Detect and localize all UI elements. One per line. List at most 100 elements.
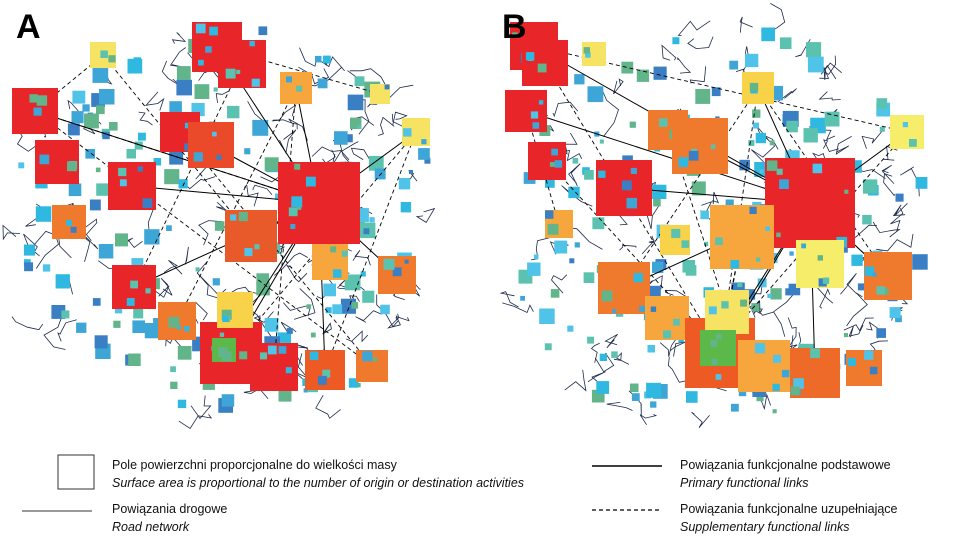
settlement <box>221 394 235 407</box>
settlement <box>264 157 279 172</box>
settlement <box>653 66 667 80</box>
road <box>499 291 519 308</box>
settlement <box>258 26 268 36</box>
settlement <box>239 351 248 360</box>
settlement <box>70 226 77 233</box>
settlement <box>130 280 138 289</box>
settlement <box>184 326 190 332</box>
road <box>2 224 21 241</box>
road <box>551 274 568 294</box>
settlement <box>369 217 375 223</box>
road <box>687 36 714 50</box>
settlement <box>601 290 613 302</box>
settlement <box>128 353 141 366</box>
settlement <box>244 148 251 155</box>
settlement <box>530 111 539 119</box>
settlement <box>24 262 33 272</box>
settlement <box>876 286 885 295</box>
settlement <box>368 155 384 171</box>
settlement <box>278 346 287 354</box>
settlement <box>520 295 525 301</box>
supplementary-link <box>176 87 297 322</box>
legend-subtitle: Surface area is proportional to the numb… <box>112 476 524 490</box>
settlement <box>876 98 888 109</box>
supplementary-link <box>133 63 243 288</box>
road <box>848 324 864 338</box>
settlement <box>71 111 84 124</box>
settlement <box>810 348 820 359</box>
road <box>322 322 332 335</box>
legend-title: Pole powierzchni proporcjonalne do wielk… <box>112 458 398 472</box>
settlement <box>142 198 153 208</box>
legend: Pole powierzchni proporcjonalne do wielk… <box>22 454 898 534</box>
settlement <box>770 288 782 300</box>
settlement <box>567 325 574 332</box>
settlement <box>574 74 585 85</box>
settlement <box>134 141 143 150</box>
road <box>346 330 369 343</box>
road <box>667 357 693 383</box>
road <box>689 66 706 84</box>
settlement <box>630 167 637 174</box>
settlement <box>333 269 342 278</box>
settlement <box>863 179 878 194</box>
settlement <box>18 162 25 169</box>
settlement <box>347 94 364 111</box>
settlement <box>177 399 187 409</box>
settlement <box>322 55 331 64</box>
settlement <box>195 23 206 34</box>
settlement <box>569 258 575 264</box>
settlement <box>198 59 204 66</box>
legend-subtitle: Primary functional links <box>680 476 809 490</box>
settlement <box>126 298 135 306</box>
settlement <box>773 354 781 363</box>
settlement <box>599 139 604 144</box>
settlement <box>790 386 800 396</box>
settlement <box>767 293 772 298</box>
settlement <box>806 42 822 58</box>
road <box>876 233 914 252</box>
settlement <box>738 388 747 397</box>
settlement <box>216 154 222 160</box>
settlement <box>323 283 336 297</box>
settlement <box>315 55 322 63</box>
settlement <box>695 89 711 104</box>
settlement <box>35 206 52 222</box>
settlement <box>99 89 115 105</box>
supplementary-link <box>179 131 373 367</box>
settlement <box>33 107 42 116</box>
settlement <box>756 257 761 262</box>
settlement <box>194 84 210 99</box>
settlement <box>549 162 555 167</box>
road <box>819 288 831 309</box>
settlement <box>862 214 872 225</box>
settlement <box>756 394 764 402</box>
settlement <box>672 37 680 45</box>
road <box>677 20 711 36</box>
settlement <box>527 262 541 276</box>
settlement <box>737 282 743 288</box>
road <box>568 163 581 187</box>
settlement <box>225 68 236 79</box>
settlement <box>169 150 184 165</box>
road <box>613 351 630 365</box>
settlement <box>118 167 127 177</box>
settlement <box>781 369 790 378</box>
settlement <box>525 52 535 61</box>
settlement <box>776 232 781 238</box>
settlement <box>812 163 823 174</box>
settlement <box>398 178 411 190</box>
settlement <box>652 184 667 199</box>
settlement <box>715 237 723 245</box>
settlement <box>538 100 544 105</box>
road <box>846 292 868 327</box>
settlement <box>380 304 390 315</box>
settlement <box>659 118 668 127</box>
settlement <box>98 244 114 259</box>
settlement <box>759 169 764 174</box>
settlement <box>212 278 220 286</box>
settlement <box>291 196 303 208</box>
settlement <box>744 289 756 300</box>
settlement <box>374 168 386 180</box>
settlement <box>72 90 86 104</box>
